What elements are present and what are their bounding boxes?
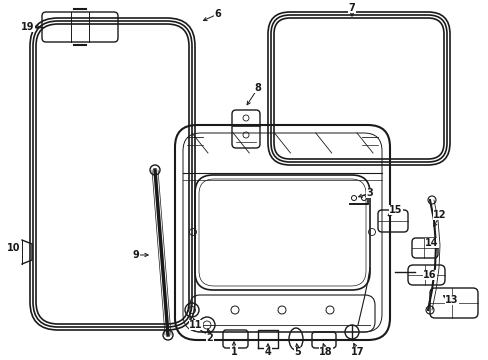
Text: 1: 1 — [230, 347, 237, 357]
Text: 15: 15 — [388, 205, 402, 215]
Text: 4: 4 — [264, 347, 271, 357]
Text: 5: 5 — [294, 347, 301, 357]
Text: 13: 13 — [445, 295, 458, 305]
Text: 11: 11 — [189, 320, 203, 330]
Text: 3: 3 — [366, 188, 373, 198]
Text: 16: 16 — [423, 270, 436, 280]
Text: 9: 9 — [132, 250, 139, 260]
Text: 10: 10 — [7, 243, 20, 253]
Text: 17: 17 — [350, 347, 364, 357]
Text: 7: 7 — [348, 3, 355, 13]
Text: 6: 6 — [214, 9, 221, 19]
Text: 12: 12 — [432, 210, 446, 220]
Text: 2: 2 — [206, 333, 213, 343]
Text: 19: 19 — [21, 22, 35, 32]
Text: 8: 8 — [254, 83, 261, 93]
Text: 14: 14 — [425, 238, 438, 248]
Text: 18: 18 — [319, 347, 332, 357]
